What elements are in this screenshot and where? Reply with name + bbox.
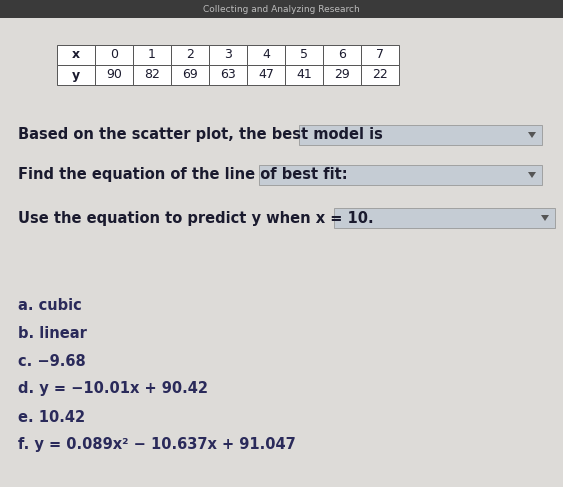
Bar (95, 45, 133, 65)
Bar (361, 45, 399, 65)
Text: 0: 0 (110, 49, 118, 61)
FancyBboxPatch shape (334, 208, 555, 228)
Bar (209, 65, 247, 85)
Text: Based on the scatter plot, the best model is: Based on the scatter plot, the best mode… (18, 128, 383, 143)
Polygon shape (528, 172, 536, 178)
Bar (285, 45, 323, 65)
Bar (361, 65, 399, 85)
Polygon shape (528, 132, 536, 138)
Text: 41: 41 (296, 69, 312, 81)
Bar (285, 65, 323, 85)
Text: 2: 2 (186, 49, 194, 61)
Text: 5: 5 (300, 49, 308, 61)
Bar (57, 65, 95, 85)
Polygon shape (541, 215, 549, 221)
Bar (171, 65, 209, 85)
Bar (133, 45, 171, 65)
Bar (171, 45, 209, 65)
Bar (247, 45, 285, 65)
Text: 82: 82 (144, 69, 160, 81)
Bar (247, 65, 285, 85)
Text: e. 10.42: e. 10.42 (18, 410, 85, 425)
Text: 69: 69 (182, 69, 198, 81)
Text: 7: 7 (376, 49, 384, 61)
FancyBboxPatch shape (0, 0, 563, 18)
Text: 4: 4 (262, 49, 270, 61)
FancyBboxPatch shape (299, 125, 542, 145)
Text: 22: 22 (372, 69, 388, 81)
Bar (323, 45, 361, 65)
Bar (95, 65, 133, 85)
Text: Use the equation to predict y when x = 10.: Use the equation to predict y when x = 1… (18, 210, 374, 225)
Text: c. −9.68: c. −9.68 (18, 354, 86, 369)
Text: y: y (72, 69, 80, 81)
Text: a. cubic: a. cubic (18, 298, 82, 313)
Bar (209, 45, 247, 65)
Text: 29: 29 (334, 69, 350, 81)
Text: d. y = −10.01x + 90.42: d. y = −10.01x + 90.42 (18, 381, 208, 396)
Bar (323, 65, 361, 85)
Text: 47: 47 (258, 69, 274, 81)
FancyBboxPatch shape (259, 165, 542, 185)
Text: 3: 3 (224, 49, 232, 61)
Text: x: x (72, 49, 80, 61)
Bar (133, 65, 171, 85)
Text: 1: 1 (148, 49, 156, 61)
Text: 6: 6 (338, 49, 346, 61)
Text: f. y = 0.089x² − 10.637x + 91.047: f. y = 0.089x² − 10.637x + 91.047 (18, 437, 296, 452)
Text: b. linear: b. linear (18, 325, 87, 340)
Text: Find the equation of the line of best fit:: Find the equation of the line of best fi… (18, 168, 347, 183)
Bar (57, 45, 95, 65)
Text: 63: 63 (220, 69, 236, 81)
Text: Collecting and Analyzing Research: Collecting and Analyzing Research (203, 4, 359, 14)
Text: 90: 90 (106, 69, 122, 81)
